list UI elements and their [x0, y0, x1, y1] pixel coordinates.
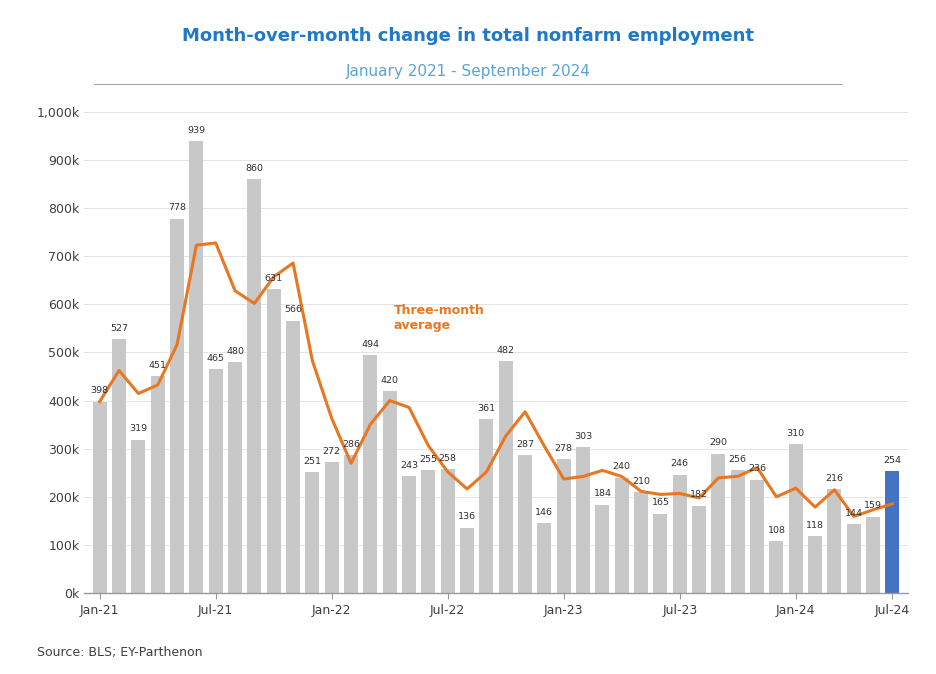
Bar — [519, 455, 532, 593]
Bar — [131, 439, 145, 593]
Bar — [692, 506, 706, 593]
Bar — [421, 470, 435, 593]
Bar — [93, 402, 107, 593]
Text: 480: 480 — [227, 347, 244, 356]
Text: 256: 256 — [729, 455, 747, 464]
Bar — [325, 462, 339, 593]
Bar — [673, 474, 687, 593]
Text: Three-month
average: Three-month average — [394, 304, 485, 332]
Bar — [595, 505, 609, 593]
Text: 255: 255 — [419, 455, 437, 464]
Bar — [653, 514, 667, 593]
Text: 258: 258 — [439, 454, 457, 462]
Bar — [267, 289, 281, 593]
Text: 398: 398 — [91, 386, 109, 395]
Text: 465: 465 — [207, 354, 225, 363]
Text: 310: 310 — [787, 429, 805, 437]
Bar — [827, 489, 841, 593]
Bar — [866, 516, 880, 593]
Text: Source: BLS; EY-Parthenon: Source: BLS; EY-Parthenon — [37, 646, 203, 659]
Bar — [189, 141, 203, 593]
Bar — [247, 179, 261, 593]
Text: 236: 236 — [748, 464, 767, 473]
Text: Month-over-month change in total nonfarm employment: Month-over-month change in total nonfarm… — [182, 27, 754, 45]
Bar — [170, 218, 184, 593]
Text: 860: 860 — [245, 164, 263, 173]
Bar — [615, 478, 629, 593]
Bar — [885, 471, 899, 593]
Bar — [479, 419, 493, 593]
Bar — [305, 472, 319, 593]
Bar — [461, 528, 474, 593]
Text: 182: 182 — [690, 490, 709, 499]
Text: 144: 144 — [845, 509, 863, 518]
Bar — [151, 376, 165, 593]
Text: 246: 246 — [671, 460, 689, 468]
Bar — [634, 492, 648, 593]
Text: 272: 272 — [323, 447, 341, 456]
Text: 482: 482 — [497, 346, 515, 355]
Text: 494: 494 — [361, 340, 379, 349]
Text: 939: 939 — [187, 126, 205, 135]
Bar — [808, 537, 822, 593]
Bar — [363, 355, 377, 593]
Text: 631: 631 — [265, 274, 283, 283]
Text: 290: 290 — [709, 438, 727, 448]
Text: 159: 159 — [864, 501, 882, 510]
Text: 286: 286 — [342, 440, 360, 449]
Text: 527: 527 — [110, 324, 128, 333]
Bar — [228, 362, 242, 593]
Bar — [209, 369, 223, 593]
Text: 146: 146 — [535, 508, 553, 516]
Bar — [847, 524, 861, 593]
Bar — [731, 470, 745, 593]
Text: 136: 136 — [458, 512, 476, 522]
Text: 240: 240 — [613, 462, 631, 471]
Bar — [344, 456, 358, 593]
Text: 287: 287 — [516, 439, 534, 449]
Bar — [789, 444, 803, 593]
Text: 254: 254 — [884, 456, 901, 464]
Text: 165: 165 — [651, 499, 669, 508]
Text: 216: 216 — [826, 474, 843, 483]
Text: 319: 319 — [129, 425, 148, 433]
Text: 184: 184 — [593, 489, 611, 498]
Text: 210: 210 — [632, 477, 651, 486]
Text: 118: 118 — [806, 521, 824, 530]
Text: 778: 778 — [168, 204, 186, 212]
Text: 303: 303 — [574, 432, 592, 441]
Text: 243: 243 — [400, 461, 418, 470]
Bar — [402, 476, 416, 593]
Text: 451: 451 — [149, 361, 167, 370]
Text: 361: 361 — [477, 404, 495, 413]
Bar — [383, 391, 397, 593]
Bar — [711, 454, 725, 593]
Text: 251: 251 — [303, 457, 321, 466]
Text: 420: 420 — [381, 375, 399, 385]
Bar — [112, 340, 126, 593]
Bar — [537, 523, 551, 593]
Bar — [557, 459, 571, 593]
Text: 108: 108 — [768, 526, 785, 535]
Bar — [577, 448, 590, 593]
Text: 566: 566 — [284, 305, 302, 314]
Text: 278: 278 — [555, 444, 573, 453]
Text: January 2021 - September 2024: January 2021 - September 2024 — [345, 64, 591, 79]
Bar — [441, 469, 455, 593]
Bar — [750, 479, 764, 593]
Bar — [499, 361, 513, 593]
Bar — [769, 541, 783, 593]
Bar — [286, 321, 300, 593]
